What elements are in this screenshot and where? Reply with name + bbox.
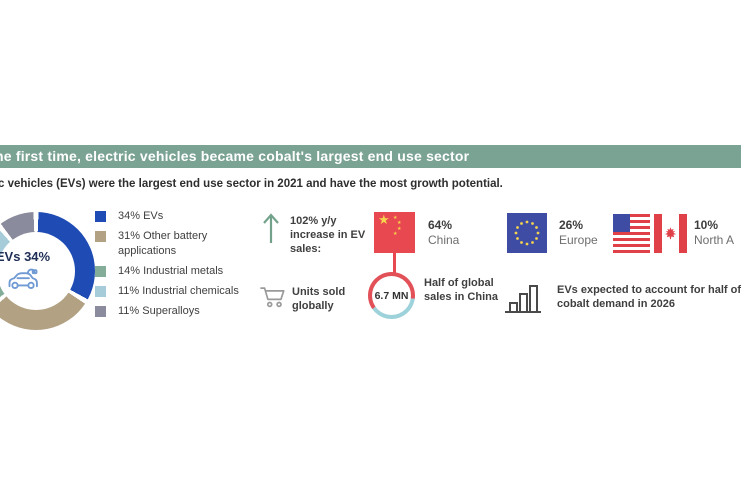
north-america-share-label: North A: [694, 233, 735, 247]
legend-item: 11% Industrial chemicals: [95, 284, 247, 299]
arrow-up-icon: [263, 213, 279, 243]
bar-chart-icon: [505, 285, 541, 313]
subtitle: c vehicles (EVs) were the largest end us…: [0, 178, 503, 190]
legend-item: 34% EVs: [95, 209, 247, 224]
legend-label: 14% Industrial metals: [118, 265, 224, 277]
banner: he first time, electric vehicles became …: [0, 145, 741, 168]
north-america-share-pct: 10%: [694, 218, 719, 232]
donut-hole: EVs 34%: [0, 232, 75, 310]
legend-item: 11% Superalloys: [95, 304, 247, 319]
us-flag-icon: [613, 214, 650, 253]
ev-sales-growth-text: 102% y/y increase in EV sales:: [290, 215, 366, 255]
legend-swatch-other-battery: [95, 231, 106, 242]
legend-swatch-industrial-chemicals: [95, 286, 106, 297]
cobalt-end-use-donut-chart: EVs 34%: [0, 212, 95, 330]
europe-share-label: Europe: [559, 233, 598, 247]
north-america-share-stat: 10% North A: [694, 218, 741, 248]
china-share-stat: 64% China: [428, 218, 459, 248]
eu-flag-icon: [507, 213, 547, 253]
maple-leaf-icon: [664, 227, 677, 240]
china-flag-icon: ★ ★ ★ ★ ★: [374, 212, 415, 253]
legend-item: 14% Industrial metals: [95, 264, 247, 279]
china-half-sales-note: Half of global sales in China: [424, 277, 498, 303]
units-sold-value: 6.7 MN: [374, 289, 409, 302]
legend-label: 11% Industrial chemicals: [118, 285, 239, 297]
china-share-pct: 64%: [428, 218, 453, 232]
cobalt-demand-text: EVs expected to account for half of coba…: [557, 284, 741, 310]
units-sold-text: Units sold globally: [292, 286, 346, 312]
units-sold-gauge: 6.7 MN: [368, 272, 415, 319]
legend-label: 31% Other battery applications: [118, 230, 208, 257]
legend-item: 31% Other battery applications: [95, 229, 247, 259]
china-flag-big-star: ★: [378, 212, 390, 227]
donut-center-label: EVs 34%: [0, 249, 51, 264]
legend-swatch-evs: [95, 211, 106, 222]
donut-legend: 34% EVs 31% Other battery applications 1…: [95, 209, 247, 324]
canada-flag-icon: [654, 214, 687, 253]
banner-title: he first time, electric vehicles became …: [0, 148, 470, 164]
legend-label: 11% Superalloys: [118, 305, 200, 317]
china-share-label: China: [428, 233, 460, 247]
legend-swatch-superalloys: [95, 306, 106, 317]
europe-share-stat: 26% Europe: [559, 218, 598, 248]
legend-label: 34% EVs: [118, 210, 164, 222]
cart-icon: [260, 287, 285, 308]
flag-stem: [393, 253, 396, 273]
legend-swatch-industrial-metals: [95, 266, 106, 277]
europe-share-pct: 26%: [559, 218, 584, 232]
ev-car-icon: [8, 268, 38, 290]
